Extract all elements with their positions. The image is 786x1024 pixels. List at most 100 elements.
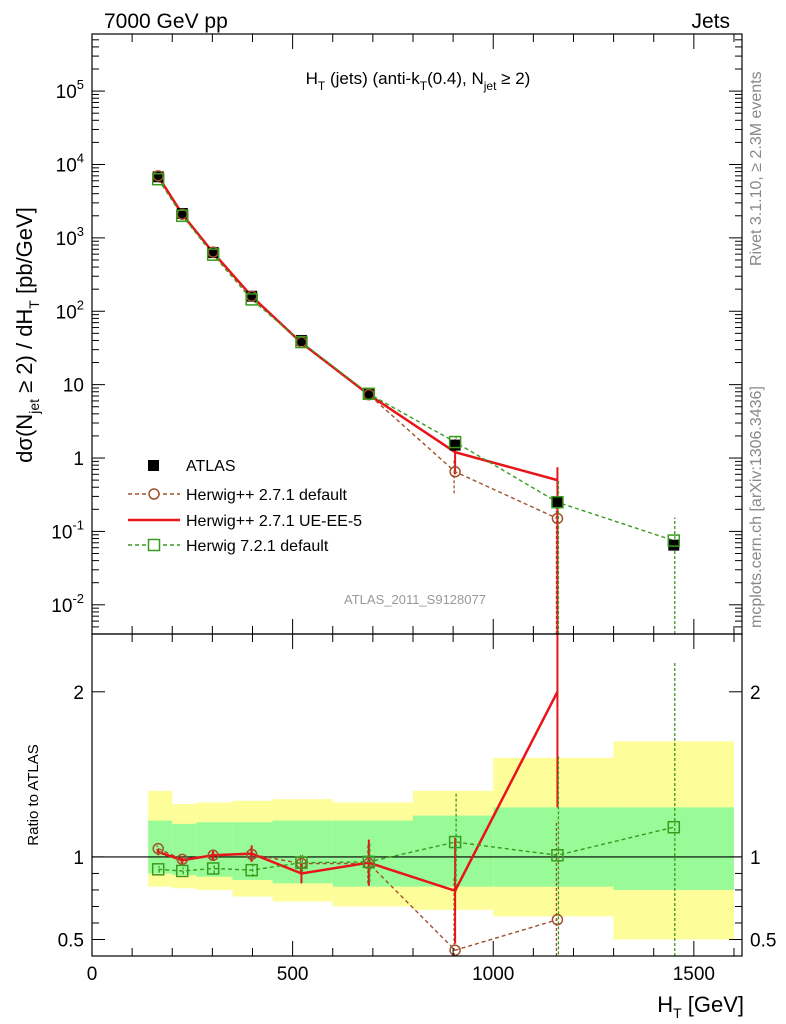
- line-top-herwigpp-default: [157, 175, 558, 520]
- analysis-watermark: ATLAS_2011_S9128077: [344, 592, 486, 607]
- marker-top-atlas: [668, 539, 680, 551]
- y-tick-label-top: 1: [73, 449, 84, 470]
- marker-top-herwigpp-default: [551, 512, 564, 525]
- y-tick-label-top: 104: [56, 150, 84, 176]
- marker-top-atlas: [152, 171, 164, 183]
- plot-title-part: (jets) (anti-k: [325, 69, 420, 88]
- line-top-herwigpp-ue: [157, 175, 558, 482]
- marker-ratio-herwigpp-default: [449, 944, 461, 956]
- marker-top-atlas: [295, 334, 307, 346]
- marker-top-herwig7: [362, 387, 376, 401]
- plot-frames: [91, 33, 743, 957]
- plot-title-sub: T: [318, 79, 326, 93]
- marker-ratio-herwigpp-default: [551, 913, 564, 926]
- marker-ratio-herwigpp-default: [207, 849, 219, 862]
- y-tick-label-top: 102: [56, 297, 84, 323]
- plot-title-part: H: [306, 69, 318, 88]
- y-label-sub: T: [26, 300, 42, 309]
- marker-top-atlas: [246, 290, 258, 302]
- band-inner-segment: [613, 807, 734, 890]
- y-tick-label-ratio: 1: [73, 848, 84, 869]
- mcplots-reference-label: mcplots.cern.ch [arXiv:1306.3436]: [748, 386, 765, 628]
- x-tick-label: 1000: [472, 964, 514, 985]
- marker-ratio-herwigpp-default: [152, 842, 164, 855]
- band-inner-segment: [412, 815, 494, 887]
- plot-title: HT (jets) (anti-kT(0.4), Njet ≥ 2): [306, 69, 531, 93]
- x-tick-label: 1500: [673, 964, 715, 985]
- y-tick-label-ratio: 0.5: [58, 930, 84, 951]
- x-label-part: [GeV]: [682, 992, 744, 1017]
- marker-top-atlas: [176, 207, 188, 219]
- plot-title-sub: jet: [483, 79, 497, 93]
- plot-title-part: ≥ 2): [496, 69, 530, 88]
- marker-top-herwig7: [551, 495, 564, 509]
- marker-top-herwig7: [667, 534, 681, 547]
- legend-herwigpp-default-label: Herwig++ 2.7.1 default: [186, 487, 348, 504]
- y-tick-label-top: 103: [56, 224, 84, 250]
- legend-atlas-label: ATLAS: [186, 458, 236, 475]
- marker-top-atlas: [363, 387, 375, 399]
- marker-top-herwig7: [206, 248, 220, 261]
- y-axis-label-top: dσ(Njet ≥ 2) / dHT [pb/GeV]: [12, 207, 42, 463]
- y-tick-label-top: 105: [56, 77, 84, 103]
- header-left-label: 7000 GeV pp: [104, 10, 228, 33]
- line-ratio-herwig7: [158, 826, 674, 872]
- y-tick-label-top: 10-1: [51, 517, 84, 543]
- legend-herwigpp-default-marker: [148, 488, 160, 500]
- marker-ratio-herwig7: [448, 835, 462, 849]
- x-tick-label: 500: [277, 964, 309, 985]
- y-tick-label-ratio-right: 2: [750, 683, 761, 704]
- marker-ratio-herwig7: [206, 862, 220, 875]
- y-label-part: dσ(N: [12, 414, 37, 463]
- axis-ticks: 10-2 10-1 1 10 102 103 104 105 0 500 1000 1500 0.5 0.…: [51, 33, 776, 985]
- plot-title-part: (0.4), N: [427, 69, 484, 88]
- marker-top-herwig7: [295, 335, 308, 349]
- y-label-part: [pb/GeV]: [12, 207, 37, 300]
- band-inner-segment: [148, 820, 173, 874]
- marker-top-herwig7: [151, 172, 165, 186]
- marker-top-atlas: [551, 496, 563, 508]
- y-tick-label-top: 10-2: [51, 591, 84, 617]
- marker-ratio-herwigpp-default: [245, 848, 258, 861]
- rivet-version-label: Rivet 3.1.10, ≥ 2.3M events: [748, 71, 765, 266]
- y-label-part: ≥ 2) / dH: [12, 309, 37, 399]
- marker-ratio-herwig7: [362, 855, 376, 869]
- marker-ratio-herwig7: [151, 863, 165, 876]
- marker-top-atlas: [207, 247, 219, 259]
- legend-herwig7-label: Herwig 7.2.1 default: [186, 538, 329, 555]
- legend-atlas-marker: [148, 460, 159, 471]
- marker-ratio-herwigpp-default: [176, 853, 189, 866]
- y-tick-label-ratio-right: 1: [750, 848, 761, 869]
- marker-ratio-herwig7: [245, 863, 258, 877]
- y-tick-label-top: 10: [63, 376, 84, 397]
- marker-ratio-herwig7: [551, 849, 564, 862]
- x-tick-label: 0: [87, 964, 98, 985]
- ratio-uncertainty-bands: [148, 741, 734, 940]
- y-tick-label-ratio-right: 0.5: [750, 930, 776, 951]
- marker-top-herwig7: [448, 435, 462, 449]
- band-inner-segment: [332, 820, 413, 887]
- legend: ATLAS Herwig++ 2.7.1 default Herwig++ 2.…: [128, 458, 362, 555]
- ratio-panel-frame: [91, 633, 743, 957]
- legend-herwigpp-ue-label: Herwig++ 2.7.1 UE-EE-5: [186, 513, 362, 530]
- legend-herwig7-marker: [147, 538, 161, 552]
- marker-ratio-herwig7: [295, 856, 308, 869]
- y-label-sub: jet: [26, 399, 42, 415]
- marker-top-atlas: [449, 439, 461, 451]
- data-series-layer: [151, 170, 681, 956]
- band-inner-segment: [493, 807, 614, 887]
- marker-ratio-herwig7: [667, 820, 681, 834]
- x-label-sub: T: [673, 1005, 682, 1021]
- band-inner-segment: [172, 823, 197, 876]
- marker-ratio-herwig7: [176, 864, 189, 878]
- marker-top-herwig7: [245, 293, 258, 306]
- y-tick-label-ratio: 2: [73, 683, 84, 704]
- y-axis-label-ratio: Ratio to ATLAS: [25, 744, 42, 845]
- marker-top-herwigpp-default: [449, 466, 461, 478]
- header-right-label: Jets: [691, 10, 730, 33]
- x-label-part: H: [657, 992, 673, 1017]
- plot-title-sub: T: [420, 79, 428, 93]
- marker-top-herwig7: [176, 209, 189, 223]
- x-axis-label: HT [GeV]: [657, 992, 744, 1021]
